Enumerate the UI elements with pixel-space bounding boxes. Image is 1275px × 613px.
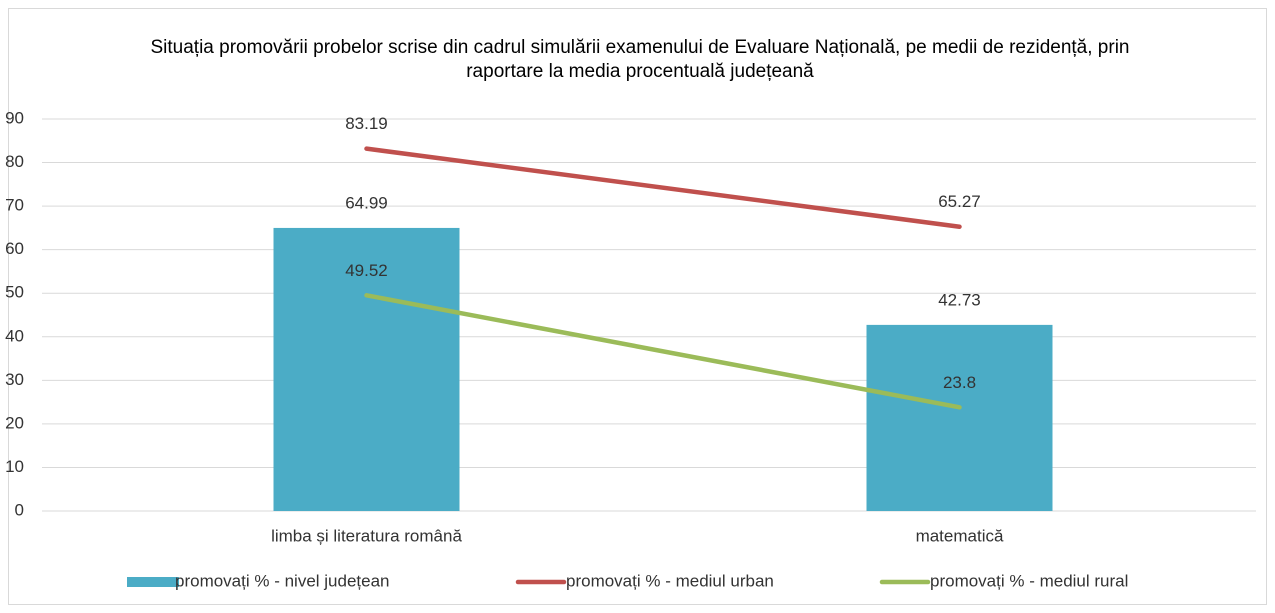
y-tick-label: 10: [5, 457, 24, 476]
line-series: [364, 293, 962, 410]
y-tick-label: 80: [5, 152, 24, 171]
y-tick-label: 60: [5, 239, 24, 258]
y-tick-label: 30: [5, 370, 24, 389]
data-label: 64.99: [345, 193, 388, 212]
y-tick-label: 40: [5, 326, 24, 345]
legend-label: promovați % - nivel județean: [175, 571, 390, 590]
bar: [273, 227, 460, 512]
y-tick-label: 90: [5, 108, 24, 127]
y-tick-label: 50: [5, 283, 24, 302]
legend-swatch: [127, 577, 179, 587]
line-series: [364, 146, 962, 229]
data-label: 65.27: [938, 192, 981, 211]
x-tick-label: limba și literatura română: [271, 526, 462, 545]
data-label: 83.19: [345, 114, 388, 133]
legend-label: promovați % - mediul rural: [930, 571, 1128, 590]
data-label: 42.73: [938, 290, 981, 309]
y-tick-label: 0: [15, 500, 24, 519]
y-tick-label: 70: [5, 196, 24, 215]
data-label: 49.52: [345, 261, 388, 280]
chart-title: Situația promovării probelor scrise din …: [150, 37, 1130, 82]
x-tick-label: matematică: [916, 526, 1004, 545]
y-tick-label: 20: [5, 413, 24, 432]
chart-border: [8, 8, 1267, 605]
legend-label: promovați % - mediul urban: [566, 571, 774, 590]
data-label: 23.8: [943, 373, 976, 392]
bar: [866, 324, 1053, 511]
